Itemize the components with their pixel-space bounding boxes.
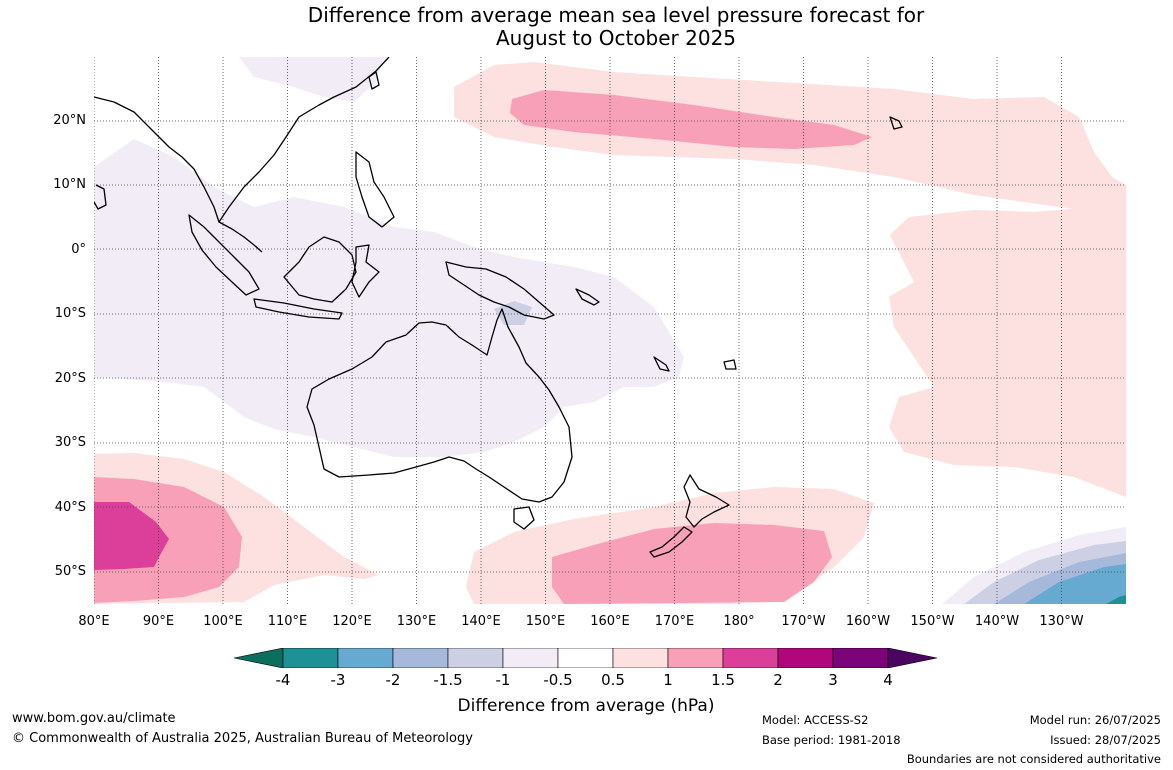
footer-model: Model: ACCESS-S2 <box>762 713 869 727</box>
colorbar-segment-0 <box>234 648 284 668</box>
colorbar-segment-5 <box>502 648 559 668</box>
coastline-philippines <box>355 151 395 228</box>
lat-label-50s: 50°S <box>54 564 86 579</box>
coastline-taiwan <box>368 71 380 90</box>
lon-label-100e: 100°E <box>203 614 243 629</box>
lon-label-170w: 170°W <box>781 614 826 629</box>
footer-base-period: Base period: 1981-2018 <box>762 733 901 747</box>
coastline-mainland-asia <box>94 57 390 223</box>
coastline-tasmania <box>513 506 535 530</box>
colorbar-segment-1 <box>282 648 339 668</box>
coastline-borneo <box>283 236 357 303</box>
colorbar <box>234 648 938 668</box>
footer-model-run: Model run: 26/07/2025 <box>1029 713 1161 727</box>
colorbar-tick-label: 1 <box>663 671 673 689</box>
lon-label-170e: 170°E <box>654 614 695 629</box>
footer-issued: Issued: 28/07/2025 <box>1050 733 1161 747</box>
lon-label-150w: 150°W <box>910 614 955 629</box>
lon-label-130w: 130°W <box>1039 614 1084 629</box>
colorbar-segment-3 <box>392 648 449 668</box>
colorbar-tick-label: -0.5 <box>543 671 573 689</box>
colorbar-tick-label: 3 <box>828 671 838 689</box>
pressure-anomaly-map <box>94 57 1126 604</box>
coastline-solomon-islands <box>575 288 600 306</box>
colorbar-segment-2 <box>337 648 394 668</box>
coastline-sumatra <box>188 214 260 296</box>
lat-label-10s: 10°S <box>54 306 86 321</box>
colorbar-segment-10 <box>777 648 834 668</box>
coastlines <box>94 57 903 558</box>
colorbar-segment-9 <box>722 648 779 668</box>
graticule <box>94 57 1126 604</box>
colorbar-segment-8 <box>667 648 724 668</box>
colorbar-segment-12 <box>887 648 938 668</box>
footer-copyright: © Commonwealth of Australia 2025, Austra… <box>12 731 473 746</box>
lat-label-30s: 30°S <box>54 435 86 450</box>
colorbar-segment-4 <box>447 648 504 668</box>
map-title: Difference from average mean sea level p… <box>0 4 1173 50</box>
coastline-australia <box>306 308 573 503</box>
anomaly-region-minus-0-5-north <box>239 57 384 102</box>
coastline-sri-lanka <box>94 184 107 210</box>
colorbar-title: Difference from average (hPa) <box>457 696 715 716</box>
anomaly-region-minus-0-5 <box>94 139 684 457</box>
anomaly-region-plus-1-north-pacific <box>510 90 872 149</box>
lon-label-160w: 160°W <box>845 614 891 629</box>
coastline-sulawesi <box>351 244 380 298</box>
title-line-2: August to October 2025 <box>495 26 737 50</box>
colorbar-tick-label: -4 <box>275 671 291 689</box>
lat-label-10n: 10°N <box>53 177 86 192</box>
title-line-1: Difference from average mean sea level p… <box>307 3 925 27</box>
lon-label-150e: 150°E <box>525 614 566 629</box>
coastline-indochina <box>218 221 263 253</box>
lon-label-180: 180° <box>723 614 755 629</box>
anomaly-region-plus-1-tasman <box>552 523 832 604</box>
colorbar-tick-label: -3 <box>330 671 346 689</box>
colorbar-segment-11 <box>832 648 889 668</box>
colorbar-tick-label: 0.5 <box>601 671 625 689</box>
colorbar-tick-label: -1.5 <box>433 671 463 689</box>
lon-label-140e: 140°E <box>461 614 501 629</box>
anomaly-region-minus-2-southeast-pacific <box>1024 564 1126 604</box>
coastline-fiji <box>723 359 737 370</box>
anomaly-region-plus-1-5-southern-indian <box>94 502 169 570</box>
coastline-new-guinea <box>445 261 555 320</box>
lon-label-90e: 90°E <box>142 614 175 629</box>
footer-disclaimer: Boundaries are not considered authoritat… <box>906 752 1161 766</box>
lat-label-0: 0° <box>71 242 86 257</box>
lon-label-160e: 160°E <box>590 614 630 629</box>
anomaly-region-minus-1 <box>494 301 532 325</box>
colorbar-tick-label: 2 <box>773 671 783 689</box>
lat-label-20s: 20°S <box>54 371 86 386</box>
coastline-hawaii <box>889 116 903 130</box>
map-area <box>94 57 1126 604</box>
lat-label-40s: 40°S <box>54 500 86 515</box>
colorbar-tick-label: -2 <box>385 671 401 689</box>
coastline-new-zealand-south <box>649 526 693 558</box>
coastline-new-caledonia <box>653 356 670 372</box>
anomaly-region-plus-0-5-east-pacific <box>889 207 1126 497</box>
coastline-java <box>253 298 343 320</box>
lon-label-140w: 140°W <box>974 614 1020 629</box>
lon-label-130e: 130°E <box>396 614 437 629</box>
lon-label-110e: 110°E <box>267 614 308 629</box>
lat-label-20n: 20°N <box>53 113 86 128</box>
colorbar-tick-label: -1 <box>495 671 511 689</box>
lon-label-80e: 80°E <box>78 614 110 629</box>
colorbar-segment-7 <box>612 648 669 668</box>
colorbar-segment-6 <box>557 648 614 668</box>
footer-url[interactable]: www.bom.gov.au/climate <box>12 711 176 726</box>
coastline-new-zealand-north <box>683 474 730 528</box>
anomaly-region-minus-3-southeast-pacific <box>1106 595 1126 604</box>
colorbar-tick-label: 4 <box>883 671 893 689</box>
colorbar-tick-label: 1.5 <box>711 671 735 689</box>
lon-label-120e: 120°E <box>332 614 372 629</box>
